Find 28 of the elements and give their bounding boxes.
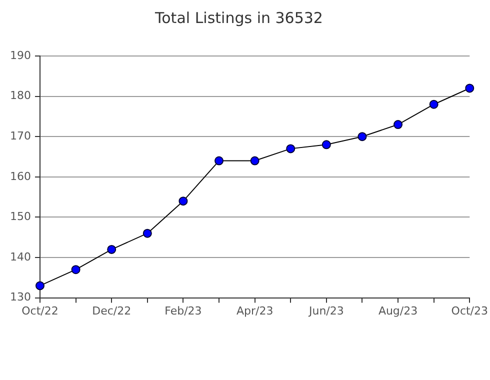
point xyxy=(35,281,44,290)
point xyxy=(142,228,152,238)
x-tick-label: Dec/22 xyxy=(92,304,132,318)
y-tick-label: 180 xyxy=(10,89,31,102)
y-tick-label: 160 xyxy=(10,170,31,183)
x-tick-label: Aug/23 xyxy=(378,304,418,318)
point xyxy=(286,144,296,154)
point xyxy=(107,244,116,254)
point xyxy=(394,120,403,130)
y-tick-label: 140 xyxy=(10,250,31,264)
y-tick-label: 170 xyxy=(10,129,31,142)
x-tick-label: Feb/23 xyxy=(164,304,202,318)
y-tick-label: 150 xyxy=(10,210,31,224)
point xyxy=(178,196,188,206)
point xyxy=(429,100,438,109)
y-tick-label: 190 xyxy=(10,48,31,62)
point xyxy=(465,84,474,93)
point xyxy=(71,265,80,274)
x-tick-label: Oct/22 xyxy=(22,304,58,318)
point xyxy=(358,132,367,142)
x-tick-label: Oct/23 xyxy=(451,304,488,318)
point xyxy=(250,156,260,166)
x-tick-label: Jun/23 xyxy=(308,304,344,318)
x-tick-label: Apr/23 xyxy=(236,304,274,318)
point xyxy=(214,156,224,166)
y-tick-label: 130 xyxy=(10,290,31,304)
point xyxy=(322,140,331,150)
chart-title: Total Listings in 36532 xyxy=(154,8,323,27)
